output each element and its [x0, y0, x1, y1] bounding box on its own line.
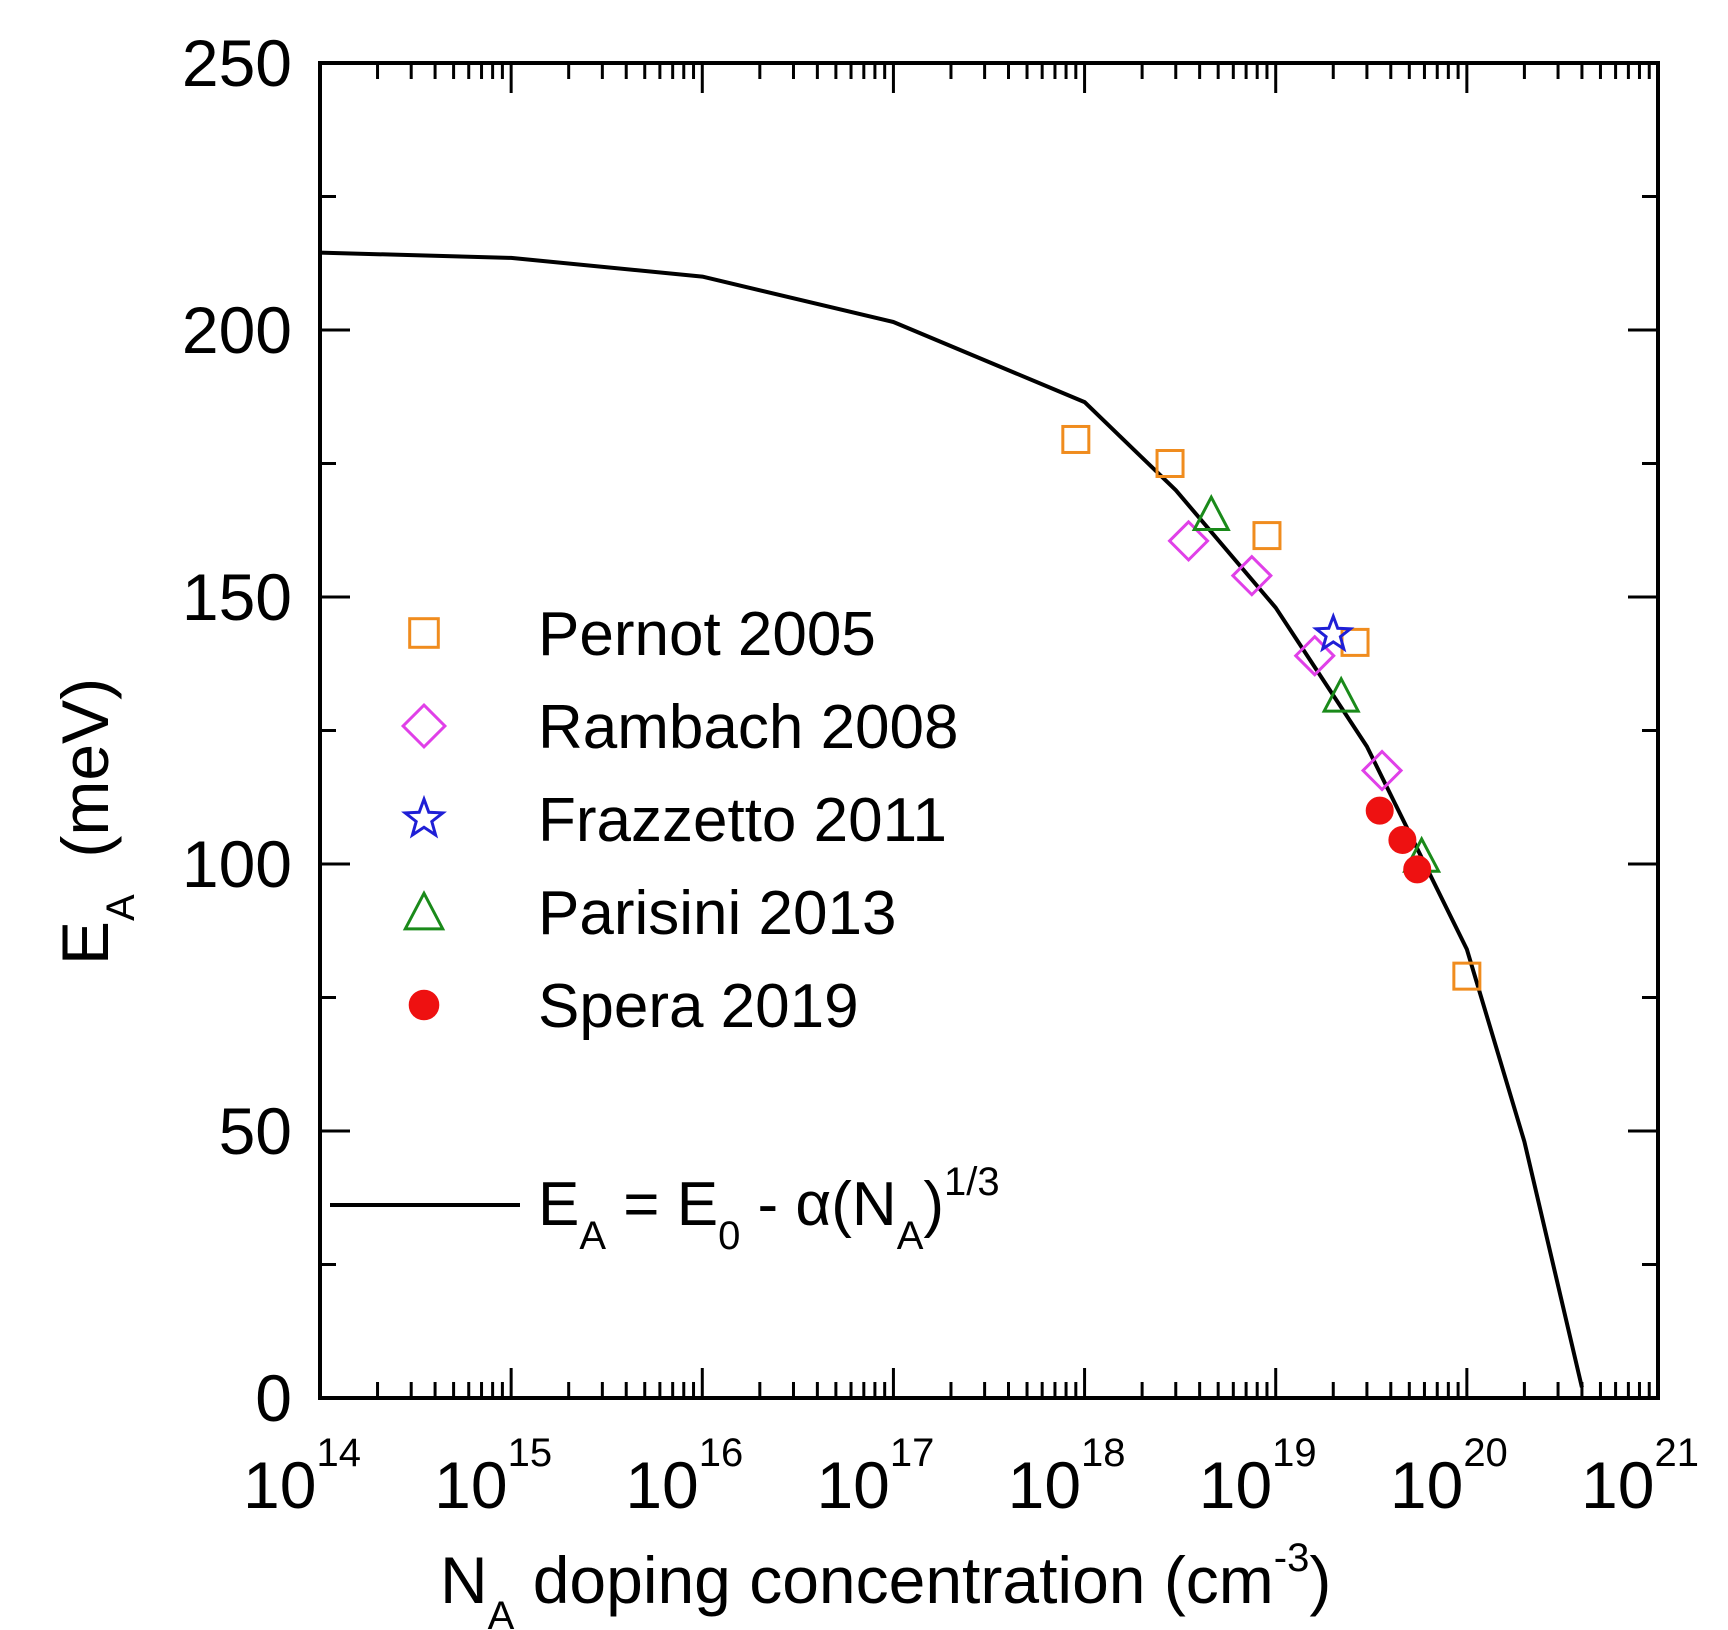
x-axis-title-main: N	[440, 1543, 488, 1617]
legend-marker-rambach-2008	[400, 702, 448, 750]
x-axis-title-sub: A	[488, 1594, 515, 1630]
legend-marker-frazzetto-2011	[401, 794, 447, 839]
x-tick-label-base: 10	[1390, 1448, 1463, 1522]
x-tick-label-base: 10	[243, 1448, 316, 1522]
legend-label-frazzetto-2011: Frazzetto 2011	[538, 786, 947, 855]
x-tick-label: 1020	[1390, 1431, 1508, 1522]
point-frazzetto-2011	[1311, 612, 1355, 653]
x-tick-labels: 1014 1015 1016 1017 1018 1019 1020 1021	[243, 1431, 1699, 1522]
x-tick-label: 1014	[243, 1431, 361, 1522]
data-points-layer	[1061, 424, 1482, 991]
fit-label-c-sub: A	[897, 1214, 924, 1258]
legend-marker-parisini-2013	[402, 890, 446, 931]
y-axis-title: EA (meV)	[48, 678, 143, 965]
fit-line-layer	[319, 250, 1584, 1388]
x-tick-label: 1021	[1581, 1431, 1699, 1522]
point-pernot-2005	[1155, 449, 1185, 478]
x-tick-label-exp: 18	[1081, 1431, 1126, 1475]
point-rambach-2008	[1230, 554, 1273, 597]
legend-marker-pernot-2005	[408, 617, 440, 649]
legend-label-spera-2019: Spera 2019	[538, 972, 859, 1041]
y-axis-title-sub: A	[99, 894, 143, 921]
legend-label-parisini-2013: Parisini 2013	[538, 879, 896, 948]
x-axis-title: NA doping concentration (cm-3)	[440, 1536, 1331, 1630]
x-tick-label: 1019	[1199, 1431, 1317, 1522]
point-spera-2019	[1388, 825, 1417, 854]
y-axis-title-main: E	[48, 921, 122, 965]
fit-line	[319, 250, 1584, 1388]
fit-label-d-sup: 1/3	[944, 1160, 1000, 1204]
x-axis-title-sup: -3	[1274, 1536, 1310, 1580]
fit-line-legend-label: EA = E0 - α(NA)1/3	[538, 1160, 1000, 1258]
y-tick-labels: 0 50 100 150 200 250	[182, 26, 292, 1435]
point-rambach-2008	[1360, 749, 1404, 792]
x-axis-title-end: )	[1309, 1543, 1331, 1617]
x-tick-label-exp: 15	[508, 1431, 552, 1475]
fit-label-c: - α(N	[740, 1170, 896, 1239]
x-tick-label-base: 10	[1008, 1448, 1081, 1522]
x-tick-label-exp: 16	[699, 1431, 744, 1475]
x-tick-label: 1017	[816, 1431, 934, 1522]
plot-frame	[318, 61, 1660, 1400]
fit-label-b: = E	[606, 1170, 718, 1239]
y-tick-label: 50	[219, 1094, 292, 1168]
x-tick-label-base: 10	[434, 1448, 507, 1522]
x-tick-label-base: 10	[625, 1448, 698, 1522]
y-tick-label: 200	[182, 293, 292, 367]
x-tick-label-exp: 14	[316, 1431, 361, 1475]
legend-label-rambach-2008: Rambach 2008	[538, 693, 959, 762]
x-tick-label-exp: 19	[1272, 1431, 1317, 1475]
x-tick-label-base: 10	[816, 1448, 889, 1522]
point-spera-2019	[1403, 855, 1432, 884]
axis-ticks	[318, 61, 1658, 1400]
x-tick-label: 1016	[625, 1431, 743, 1522]
x-tick-label-base: 10	[1199, 1448, 1272, 1522]
legend: Pernot 2005 Rambach 2008 Frazzetto 2011 Par…	[400, 600, 959, 1041]
point-pernot-2005	[1061, 424, 1091, 454]
point-spera-2019	[1365, 796, 1394, 825]
fit-label-d: )	[923, 1170, 944, 1239]
x-axis-title-rest: doping concentration (cm	[514, 1543, 1273, 1617]
y-tick-label: 0	[255, 1361, 292, 1435]
legend-label-pernot-2005: Pernot 2005	[538, 600, 876, 669]
point-rambach-2008	[1167, 519, 1210, 563]
y-tick-label: 250	[182, 26, 292, 100]
point-pernot-2005	[1252, 521, 1282, 551]
point-parisini-2013	[1191, 494, 1231, 532]
fit-label-a: E	[538, 1170, 579, 1239]
point-rambach-2008	[1293, 634, 1336, 677]
x-tick-label: 1015	[434, 1431, 552, 1522]
x-tick-label-exp: 21	[1654, 1431, 1699, 1475]
y-tick-label: 100	[182, 827, 292, 901]
x-tick-label-base: 10	[1581, 1448, 1654, 1522]
fit-label-a-sub: A	[579, 1214, 606, 1258]
fit-label-b-sub: 0	[718, 1214, 740, 1258]
y-tick-label: 150	[182, 560, 292, 634]
point-pernot-2005	[1452, 961, 1482, 991]
y-axis-title-rest: (meV)	[48, 678, 122, 894]
x-tick-label: 1018	[1008, 1431, 1126, 1522]
legend-marker-spera-2019	[408, 989, 440, 1021]
point-parisini-2013	[1321, 675, 1361, 713]
x-tick-label-exp: 20	[1463, 1431, 1508, 1475]
x-tick-label-exp: 17	[890, 1431, 935, 1475]
